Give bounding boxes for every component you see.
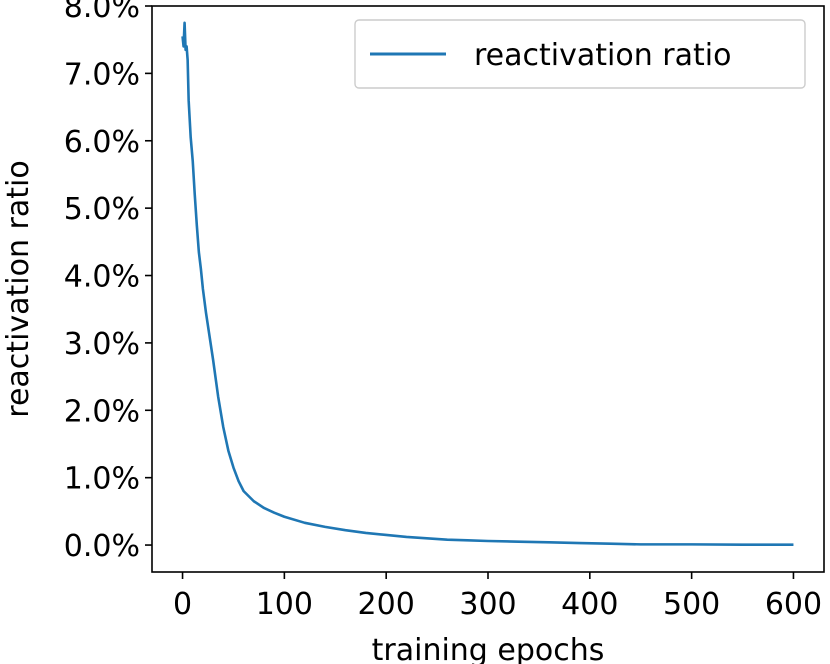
y-tick-label: 2.0% (64, 394, 140, 429)
x-tick-label: 300 (459, 587, 516, 622)
x-tick-label: 400 (561, 587, 618, 622)
y-axis-ticks: 0.0% 1.0% 2.0% 3.0% 4.0% 5.0% 6.0% 7.0% 8.0% (64, 0, 152, 564)
plot-frame (151, 5, 825, 573)
y-tick-label: 0.0% (64, 529, 140, 564)
x-tick-label: 600 (765, 587, 822, 622)
legend: reactivation ratio (354, 19, 806, 89)
x-tick-label: 0 (173, 587, 192, 622)
y-tick-label: 8.0% (64, 0, 140, 25)
x-axis-label: training epochs (372, 633, 605, 664)
legend-label: reactivation ratio (474, 38, 731, 73)
x-axis-ticks: 0 100 200 300 400 500 600 (173, 572, 822, 622)
x-tick-label: 100 (256, 587, 313, 622)
y-tick-label: 3.0% (64, 327, 140, 362)
y-tick-label: 6.0% (64, 125, 140, 160)
y-tick-label: 1.0% (64, 462, 140, 497)
y-tick-label: 4.0% (64, 260, 140, 295)
y-tick-label: 5.0% (64, 192, 140, 227)
series-line-reactivation-ratio (181, 21, 794, 547)
series-layer (181, 21, 794, 547)
y-axis-label: reactivation ratio (1, 160, 36, 417)
legend-box (354, 19, 806, 89)
x-tick-label: 500 (663, 587, 720, 622)
y-tick-label: 7.0% (64, 57, 140, 92)
x-tick-label: 200 (358, 587, 415, 622)
